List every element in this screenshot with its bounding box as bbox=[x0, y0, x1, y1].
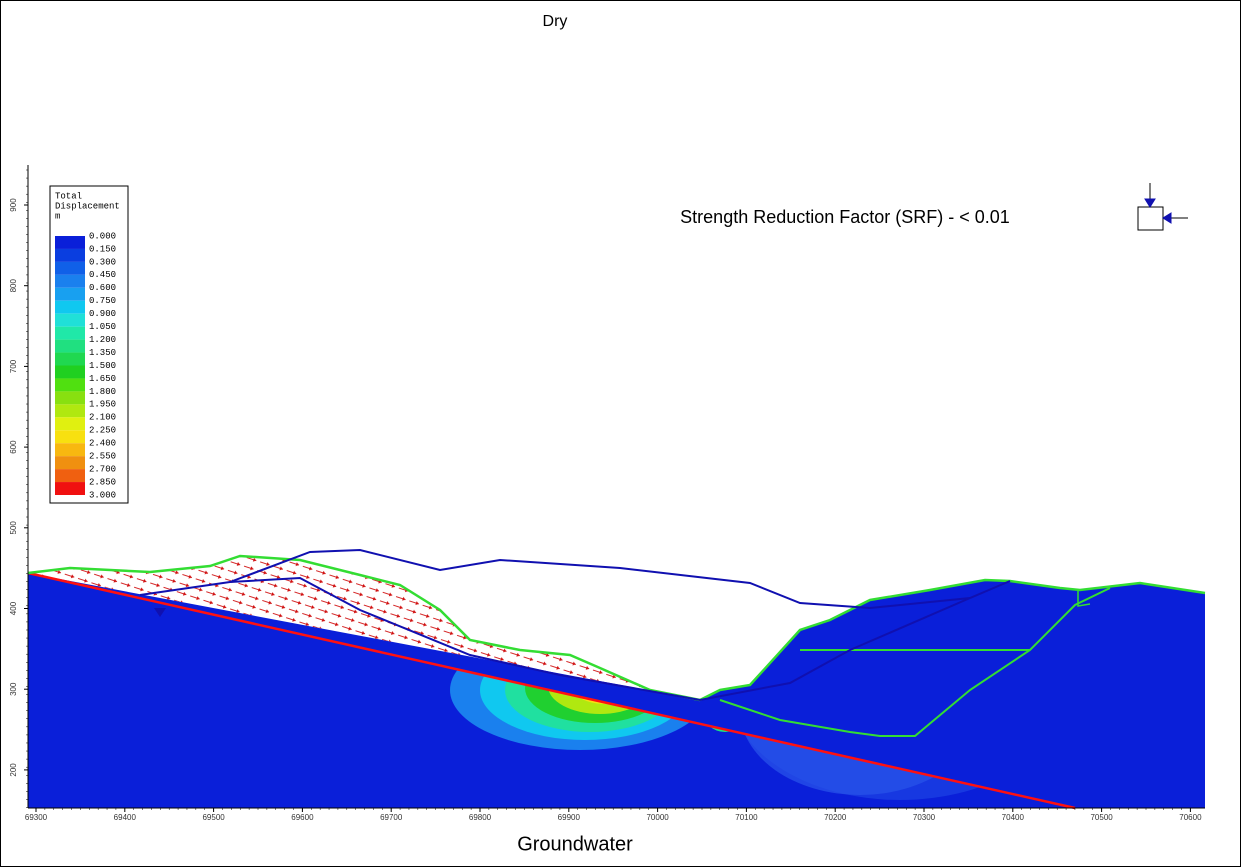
x-tick-label: 69900 bbox=[558, 813, 581, 822]
surface-right bbox=[699, 578, 1206, 702]
legend-title: Displacement bbox=[55, 201, 120, 211]
legend-label: 0.750 bbox=[89, 296, 116, 306]
legend-swatch bbox=[55, 482, 85, 495]
y-tick-label: 900 bbox=[9, 198, 18, 212]
legend-title: m bbox=[55, 211, 60, 221]
legend-swatch bbox=[55, 378, 85, 392]
x-tick-label: 70400 bbox=[1002, 813, 1025, 822]
caption: Groundwater bbox=[517, 833, 633, 855]
x-tick-label: 69600 bbox=[291, 813, 314, 822]
legend-label: 1.050 bbox=[89, 322, 116, 332]
legend-label: 2.550 bbox=[89, 452, 116, 462]
original-surface bbox=[229, 548, 1011, 610]
legend-swatch bbox=[55, 300, 85, 314]
legend-swatch bbox=[55, 417, 85, 431]
sliding-mass bbox=[28, 556, 700, 700]
x-tick-label: 70300 bbox=[913, 813, 936, 822]
legend-swatch bbox=[55, 287, 85, 301]
legend-label: 1.950 bbox=[89, 400, 116, 410]
axes: 69300 69400 69500 69600 69700 69800 69900 70000… bbox=[9, 165, 1205, 822]
x-tick-label: 69500 bbox=[202, 813, 225, 822]
legend-label: 2.400 bbox=[89, 439, 116, 449]
y-tick-label: 200 bbox=[9, 763, 18, 777]
y-tick-label: 400 bbox=[9, 601, 18, 615]
legend-label: 0.900 bbox=[89, 309, 116, 319]
y-tick-label: 300 bbox=[9, 682, 18, 696]
legend-swatch bbox=[55, 443, 85, 457]
legend-label: 0.450 bbox=[89, 270, 116, 280]
legend-label: 2.100 bbox=[89, 413, 116, 423]
legend-swatch bbox=[55, 469, 85, 483]
x-tick-label: 70000 bbox=[646, 813, 669, 822]
legend-swatch bbox=[55, 391, 85, 405]
x-tick-label: 70100 bbox=[735, 813, 758, 822]
legend-label: 1.800 bbox=[89, 387, 116, 397]
x-tick-label: 69400 bbox=[114, 813, 137, 822]
y-tick-label: 600 bbox=[9, 440, 18, 454]
y-tick-label: 800 bbox=[9, 278, 18, 292]
legend-label: 1.650 bbox=[89, 374, 116, 384]
legend-label: 1.350 bbox=[89, 348, 116, 358]
title: Dry bbox=[543, 13, 568, 30]
legend-label: 0.300 bbox=[89, 257, 116, 267]
legend-swatch bbox=[55, 365, 85, 379]
failure-surface bbox=[27, 571, 1076, 810]
x-tick-label: 69800 bbox=[469, 813, 492, 822]
legend-swatch bbox=[55, 352, 85, 366]
legend-label: 1.500 bbox=[89, 361, 116, 371]
water-symbol bbox=[154, 608, 166, 617]
legend-swatch bbox=[55, 313, 85, 327]
legend-swatch bbox=[55, 261, 85, 275]
legend-swatch bbox=[55, 456, 85, 470]
legend-swatch bbox=[55, 248, 85, 262]
boundary bbox=[1077, 590, 1091, 607]
legend-swatch bbox=[55, 236, 85, 249]
legend-swatch bbox=[55, 326, 85, 340]
legend-swatch bbox=[55, 404, 85, 418]
legend-label: 1.200 bbox=[89, 335, 116, 345]
annotation: Strength Reduction Factor (SRF) - < 0.01 bbox=[680, 207, 1010, 227]
legend-label: 0.150 bbox=[89, 244, 116, 254]
x-tick-label: 70200 bbox=[824, 813, 847, 822]
x-tick-label: 69300 bbox=[25, 813, 48, 822]
legend-title: Total bbox=[55, 191, 82, 201]
legend-label: 2.850 bbox=[89, 477, 116, 487]
x-tick-label: 69700 bbox=[380, 813, 403, 822]
x-tick-label: 70600 bbox=[1179, 813, 1202, 822]
ground bbox=[28, 573, 1205, 808]
water-table bbox=[139, 576, 971, 702]
legend-swatch bbox=[55, 430, 85, 444]
legend-label: 2.700 bbox=[89, 464, 116, 474]
legend-label: 2.250 bbox=[89, 426, 116, 436]
support-icon bbox=[1137, 183, 1188, 231]
legend-label: 0.600 bbox=[89, 283, 116, 293]
legend-swatch bbox=[55, 339, 85, 353]
material-boundary bbox=[719, 587, 1111, 737]
x-tick-label: 70500 bbox=[1090, 813, 1113, 822]
y-tick-label: 500 bbox=[9, 521, 18, 535]
y-tick-label: 700 bbox=[9, 359, 18, 373]
legend-label: 3.000 bbox=[89, 490, 116, 500]
legend-swatch bbox=[55, 274, 85, 288]
surface-left bbox=[27, 554, 701, 702]
legend-label: 0.000 bbox=[89, 231, 116, 241]
